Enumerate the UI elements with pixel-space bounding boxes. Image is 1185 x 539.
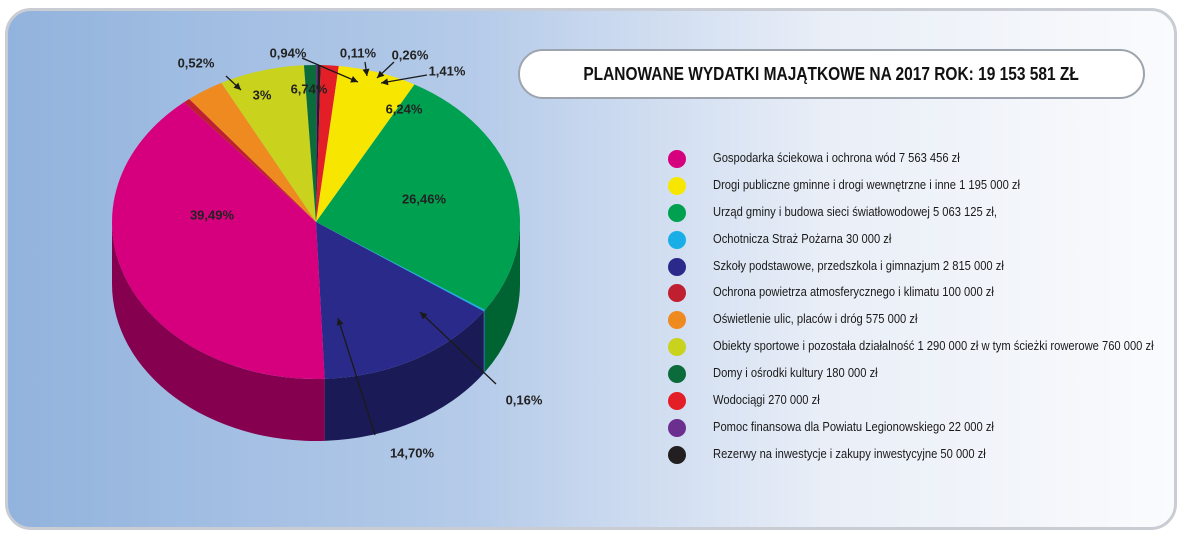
pie-slice-6 [189, 82, 316, 223]
leader-arrow-8 [350, 76, 358, 83]
pie-slice-3 [316, 222, 485, 312]
legend-swatch [668, 338, 686, 357]
pie-slice-10 [316, 65, 318, 222]
chart-title-box: PLANOWANE WYDATKI MAJĄTKOWE NA 2017 ROK:… [518, 49, 1145, 99]
legend-label: Rezerwy na inwestycje i zakupy inwestycy… [713, 445, 986, 461]
legend-label: Domy i ośrodki kultury 180 000 zł [713, 365, 878, 381]
legend-label: Ochotnicza Straż Pożarna 30 000 zł [713, 230, 892, 246]
pie-labels: 0,11% 0,26%1,41% 6,24% 26,46% 0,16% 14,70% 39,… [178, 45, 543, 460]
pie-label-10: 0,11% [340, 45, 377, 60]
pie-sides [112, 222, 520, 442]
legend-swatch [668, 311, 686, 330]
pie-slice-11 [316, 65, 321, 222]
pie-tops [112, 65, 520, 379]
pie-slice-4 [316, 222, 484, 379]
legend-label: Szkoły podstawowe, przedszkola i gimnazj… [713, 257, 1004, 273]
legend-swatch [668, 203, 686, 222]
pie-label-3: 0,16% [506, 392, 543, 407]
leader-arrow-11 [377, 70, 385, 78]
pie-slice-2 [316, 84, 520, 310]
pie-label-6: 3% [253, 87, 272, 102]
pie-slice-1 [316, 65, 415, 223]
chart-title: PLANOWANE WYDATKI MAJĄTKOWE NA 2017 ROK:… [583, 63, 1080, 84]
legend-swatch [668, 418, 686, 437]
legend-label: Gospodarka ściekowa i ochrona wód 7 563 … [713, 150, 960, 165]
legend-label: Oświetlenie ulic, placów i dróg 575 000 … [713, 311, 918, 327]
leader-line-9 [380, 74, 428, 84]
leader-arrow-4 [336, 318, 344, 326]
legend-label: Urząd gminy i budowa sieci światłowodowe… [713, 203, 998, 219]
legend-label: Pomoc finansowa dla Powiatu Legionowskie… [713, 418, 994, 434]
pie-slice-5 [184, 99, 316, 222]
leader-arrow-3 [420, 312, 428, 320]
leader-line-8 [301, 57, 359, 83]
pie-label-11: 0,26% [392, 47, 429, 62]
pie-side-3 [483, 309, 485, 374]
legend-swatch [668, 284, 686, 303]
pie-label-9: 1,41% [429, 63, 466, 78]
legend-swatch [668, 445, 686, 464]
pie-side-2 [484, 222, 520, 372]
pie-label-5: 0,52% [178, 55, 215, 70]
pie-slice-8 [303, 65, 316, 222]
pie-label-0: 39,49% [190, 207, 235, 222]
leader-line-4 [337, 317, 376, 436]
legend-label: Obiekty sportowe i pozostała działalność… [713, 338, 1154, 354]
pie-side-4 [324, 311, 484, 441]
legend-swatch [668, 150, 686, 168]
pie-label-8: 0,94% [270, 45, 307, 60]
leader-arrow-10 [362, 68, 370, 76]
pie-slice-7 [221, 65, 316, 222]
leader-line-3 [419, 311, 497, 385]
legend-label: Drogi publiczne gminne i drogi wewnętrzn… [713, 176, 1021, 192]
pie-label-7: 6,74% [291, 81, 328, 96]
pie-label-1: 6,24% [386, 101, 423, 116]
pie-label-4: 14,70% [390, 445, 435, 460]
legend-swatch [668, 230, 686, 249]
legend-swatch [668, 176, 686, 195]
pie-slice-9 [316, 65, 339, 223]
pie-side-0 [112, 222, 325, 442]
legend-swatch [668, 257, 686, 276]
leader-arrow-5 [233, 82, 241, 90]
pie-slice-0 [112, 102, 325, 379]
leader-arrow-9 [381, 78, 389, 86]
pie-label-2: 26,46% [402, 191, 447, 206]
legend-label: Wodociągi 270 000 zł [713, 392, 820, 408]
legend-swatch [668, 365, 686, 384]
legend-swatch [668, 392, 686, 411]
legend-label: Ochrona powietrza atmosferycznego i klim… [713, 284, 994, 300]
